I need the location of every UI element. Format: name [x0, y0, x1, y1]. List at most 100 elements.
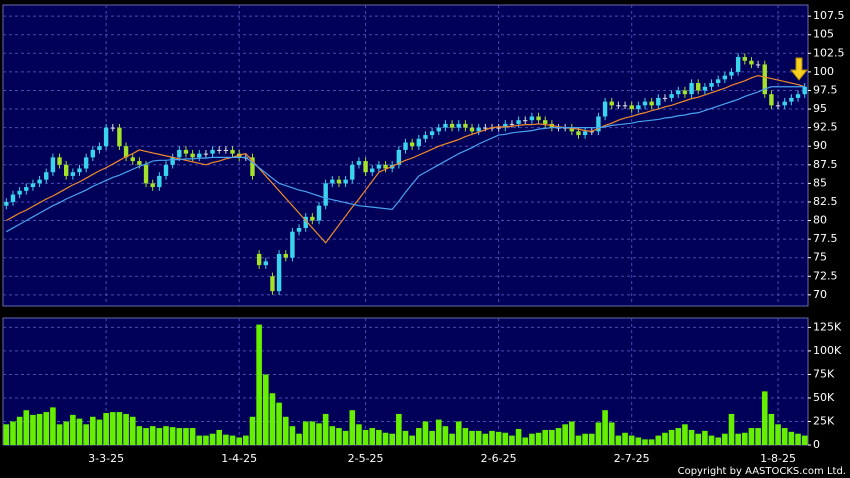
volume-bar — [229, 435, 236, 445]
volume-bar — [336, 428, 342, 445]
y-tick-label: 50K — [813, 391, 835, 404]
candle-body — [496, 127, 501, 129]
x-tick-label: 3-3-25 — [88, 452, 124, 465]
volume-bar — [289, 426, 296, 445]
candle-body — [516, 120, 521, 124]
volume-bar — [342, 430, 349, 445]
volume-bar — [23, 410, 30, 445]
volume-bar — [129, 416, 136, 445]
candle-body — [70, 172, 76, 176]
volume-bar — [302, 421, 309, 445]
candle-body — [662, 97, 668, 99]
y-tick-label: 95 — [813, 102, 827, 115]
volume-bar — [402, 430, 409, 445]
volume-bar — [243, 435, 249, 445]
volume-bar — [389, 433, 395, 445]
candle-body — [702, 86, 708, 91]
volume-bar — [655, 435, 662, 445]
y-tick-label: 92.5 — [813, 121, 838, 134]
volume-bar — [216, 429, 223, 445]
candle-body — [83, 157, 89, 169]
candle-body — [310, 216, 315, 221]
y-tick-label: 85 — [813, 176, 827, 189]
candle-body — [57, 157, 62, 165]
volume-bar — [376, 429, 382, 445]
candle-body — [769, 94, 774, 106]
candle-body — [143, 164, 149, 184]
candle-body — [123, 146, 129, 158]
candle-body — [449, 123, 455, 128]
volume-bar — [781, 428, 788, 445]
candle-body — [90, 149, 96, 158]
y-tick-label: 25K — [813, 414, 835, 427]
candle-body — [197, 153, 202, 158]
y-tick-label: 75K — [813, 367, 835, 380]
volume-bar — [708, 435, 715, 445]
volume-bar — [409, 435, 415, 445]
candle-body — [722, 75, 728, 80]
volume-bar — [56, 424, 63, 445]
volume-bar — [455, 421, 462, 445]
candle-body — [795, 94, 801, 98]
volume-bar — [569, 421, 575, 445]
volume-bar — [176, 428, 183, 445]
volume-bar — [695, 433, 702, 445]
volume-bar — [143, 428, 149, 445]
candle-body — [163, 164, 169, 176]
volume-bar — [462, 428, 469, 445]
volume-bar — [83, 424, 89, 445]
candle-body — [689, 83, 694, 95]
candle-body — [403, 142, 408, 150]
volume-bar — [755, 428, 761, 445]
candle-body — [217, 149, 222, 151]
volume-bar — [522, 437, 529, 445]
volume-bar — [469, 430, 475, 445]
y-tick-label: 107.5 — [813, 9, 845, 22]
volume-bar — [203, 435, 209, 445]
candle-body — [270, 276, 275, 292]
volume-bar — [542, 429, 549, 445]
volume-bar — [256, 324, 262, 445]
candle-body — [97, 146, 102, 150]
candle-body — [609, 101, 614, 106]
volume-bar — [482, 433, 489, 445]
volume-bar — [10, 421, 16, 445]
volume-bar — [296, 433, 302, 445]
candle-body — [629, 105, 634, 110]
volume-bar — [30, 414, 36, 445]
candle-body — [735, 57, 741, 72]
candle-body — [256, 253, 262, 266]
candle-body — [543, 120, 548, 124]
candle-body — [682, 90, 688, 95]
y-tick-label: 125K — [813, 320, 842, 333]
volume-bar — [728, 413, 735, 445]
y-tick-label: 87.5 — [813, 158, 838, 171]
volume-bar — [515, 429, 522, 445]
candle-body — [676, 90, 681, 95]
y-tick-label: 97.5 — [813, 83, 838, 96]
price-panel — [2, 4, 809, 307]
volume-bar — [622, 432, 628, 445]
candle-body — [210, 149, 215, 154]
candle-body — [370, 168, 375, 173]
y-tick-label: 72.5 — [813, 269, 838, 282]
volume-bar — [63, 421, 70, 445]
volume-bar — [70, 414, 76, 445]
candle-body — [17, 190, 22, 195]
volume-bar — [582, 433, 588, 445]
volume-bar — [183, 428, 189, 445]
volume-bar — [595, 422, 602, 445]
candle-body — [316, 205, 322, 221]
y-tick-label: 0 — [813, 438, 820, 451]
volume-bar — [635, 437, 642, 445]
volume-bar — [555, 428, 562, 445]
volume-bar — [189, 428, 196, 445]
candle-body — [696, 83, 701, 91]
volume-bar — [349, 410, 356, 445]
volume-bar — [735, 433, 741, 445]
volume-bar — [396, 413, 402, 445]
volume-bar — [535, 432, 542, 445]
x-tick-label: 2-6-25 — [481, 452, 517, 465]
volume-bar — [722, 433, 728, 445]
y-tick-label: 75 — [813, 251, 827, 264]
